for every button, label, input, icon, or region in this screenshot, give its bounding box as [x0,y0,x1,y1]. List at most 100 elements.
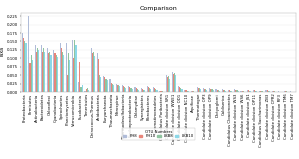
Bar [256,91,257,92]
Bar [193,91,194,92]
Bar [69,60,70,92]
Bar [75,45,77,92]
Bar [60,43,61,92]
Bar [123,86,124,92]
Bar [192,91,193,92]
Bar [135,88,137,92]
Bar [122,85,123,92]
Bar [247,90,248,92]
Bar [118,85,119,92]
Bar [93,52,94,92]
Bar [63,55,64,92]
Bar [148,87,149,92]
Bar [185,90,187,92]
Bar [156,90,158,92]
Bar [155,89,156,92]
Bar [137,89,138,92]
Bar [97,53,98,92]
Bar [130,88,132,92]
Bar [86,89,87,92]
Bar [44,52,45,92]
Bar [37,48,38,92]
Bar [138,90,139,92]
Bar [128,86,129,92]
Bar [25,43,27,92]
Bar [286,91,287,92]
Bar [200,89,201,92]
Bar [100,77,101,92]
Bar [47,48,48,92]
Bar [169,79,170,92]
Bar [143,90,144,92]
Bar [175,75,176,92]
Bar [161,91,163,92]
Bar [92,53,93,92]
Bar [225,90,226,92]
Bar [179,87,180,92]
Bar [56,55,57,92]
Bar [197,87,198,92]
Bar [54,53,56,92]
Bar [124,87,125,92]
Bar [271,90,273,92]
Legend: PH8, PH10, LKB8, LKB10: PH8, PH10, LKB8, LKB10 [122,128,195,140]
Bar [254,90,255,92]
Bar [112,84,113,92]
Bar [66,43,67,92]
Bar [116,84,117,92]
Bar [218,90,219,92]
Bar [41,45,42,92]
Bar [238,90,239,92]
Bar [38,50,39,92]
Bar [103,76,104,92]
Bar [184,90,185,92]
Bar [49,52,51,92]
Bar [149,88,150,92]
Bar [213,90,214,92]
Bar [216,90,218,92]
Bar [129,87,130,92]
Y-axis label: Taxa: Taxa [1,47,5,58]
Bar [173,74,174,92]
Bar [87,88,88,92]
Bar [273,91,274,92]
Bar [141,88,142,92]
Bar [231,91,232,92]
Bar [78,82,79,92]
Bar [209,88,210,92]
Bar [109,79,111,92]
Bar [125,88,126,92]
Bar [206,90,208,92]
Bar [205,89,206,92]
Bar [67,75,68,92]
Bar [28,16,30,92]
Bar [181,89,183,92]
Bar [98,59,99,92]
Bar [229,90,230,92]
Bar [237,90,238,92]
Bar [240,90,242,92]
Bar [187,90,188,92]
Bar [204,89,205,92]
Bar [259,90,260,92]
Bar [74,40,75,92]
Bar [111,83,112,92]
Bar [79,62,80,92]
Bar [35,45,36,92]
Bar [178,86,179,92]
Bar [94,56,95,92]
Bar [190,90,192,92]
Bar [248,90,249,92]
Bar [242,91,243,92]
Bar [48,53,49,92]
Bar [172,72,173,92]
Bar [230,90,231,92]
Bar [174,73,175,92]
Bar [80,87,82,92]
Bar [199,88,200,92]
Bar [42,52,43,92]
Title: Comparison: Comparison [140,6,177,11]
Bar [153,87,154,92]
Bar [82,85,83,92]
Bar [117,85,118,92]
